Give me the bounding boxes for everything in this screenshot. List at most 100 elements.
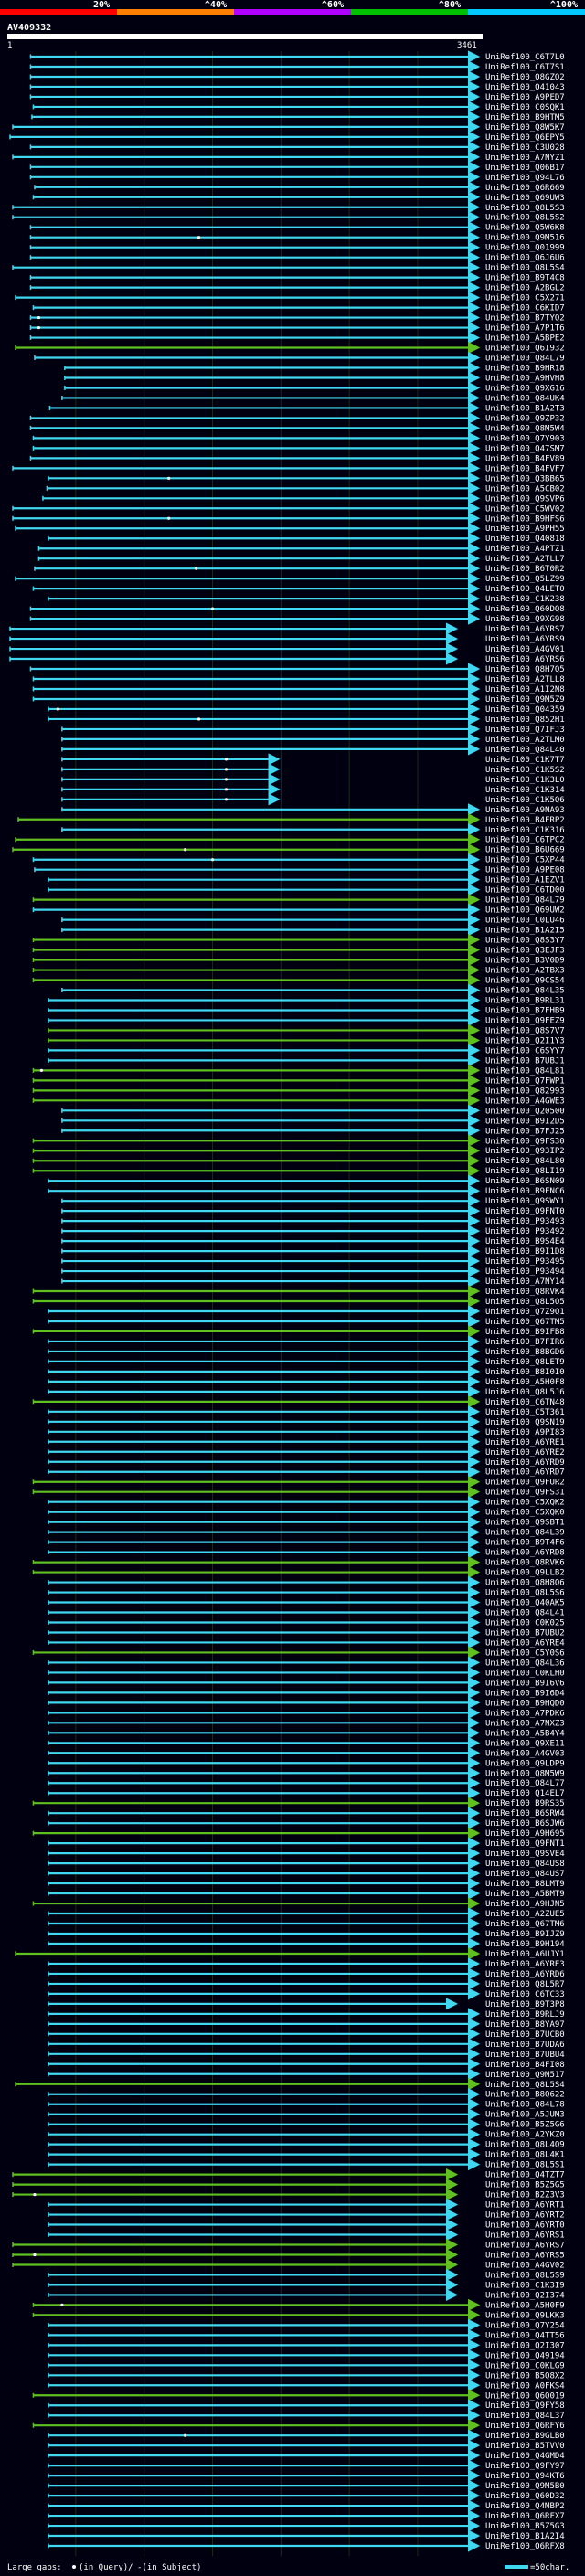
- hit-label: UniRef100_Q8S7V7: [485, 1026, 565, 1035]
- hit-row: UniRef100_B9I1D8: [61, 1245, 565, 1257]
- hit-row: UniRef100_C0KLH0: [48, 1666, 565, 1680]
- hit-row: UniRef100_Q84L81: [32, 1064, 565, 1076]
- gap-dot: [224, 758, 229, 761]
- hit-label: UniRef100_A2TLL7: [485, 555, 565, 564]
- hit-label: UniRef100_A9H695: [485, 1829, 565, 1839]
- hit-row: UniRef100_B7UBJ1: [48, 1054, 565, 1066]
- hit-label: UniRef100_B9IJZ9: [485, 1930, 565, 1939]
- hit-label: UniRef100_Q06B17: [485, 164, 565, 173]
- hit-row: UniRef100_Q8L5R7: [48, 1977, 565, 1990]
- hit-label: UniRef100_A5B4Y4: [485, 1729, 565, 1738]
- hit-label: UniRef100_Q852H1: [485, 716, 565, 725]
- hit-label: UniRef100_Q8L5S9: [485, 2271, 565, 2280]
- hit-label: UniRef100_A4GV03: [485, 1749, 565, 1758]
- hit-label: UniRef100_B9HR18: [485, 365, 565, 374]
- hit-label: UniRef100_Q9SVE4: [485, 1850, 565, 1859]
- hit-label: UniRef100_Q41043: [485, 83, 565, 92]
- hit-row: UniRef100_Q9FY97: [48, 2459, 565, 2472]
- scale-tick-label: ^60%: [322, 0, 344, 10]
- hit-label: UniRef100_A9NA93: [485, 806, 565, 815]
- hit-label: UniRef100_Q4LET0: [485, 585, 565, 594]
- hit-label: UniRef100_C5XQK2: [485, 1499, 565, 1508]
- hit-row: UniRef100_B7UBU2: [48, 1626, 565, 1639]
- hit-label: UniRef100_B7UCB0: [485, 2030, 565, 2040]
- hit-row: UniRef100_Q20500: [61, 1104, 565, 1117]
- hit-row: UniRef100_B8YA97: [48, 2018, 565, 2030]
- hit-label: UniRef100_C1K3I9: [485, 2281, 565, 2290]
- gap-dot: [60, 2303, 64, 2307]
- hit-row: UniRef100_Q84L36: [48, 1656, 565, 1670]
- hit-row: UniRef100_B3V0D9: [32, 953, 565, 967]
- hit-label: UniRef100_B8YA97: [485, 2020, 565, 2030]
- hit-row: UniRef100_B9T3P8: [48, 1998, 565, 2010]
- hit-row: UniRef100_B5Q8X2: [48, 2369, 565, 2381]
- hit-row: UniRef100_Q9XG98: [29, 612, 565, 625]
- hit-row: UniRef100_A1EZV1: [48, 874, 565, 886]
- hit-row: UniRef100_Q9LKK3: [32, 2308, 565, 2321]
- hit-label: UniRef100_C5Y0S6: [485, 1648, 565, 1658]
- hit-label: UniRef100_A6YRS6: [485, 655, 565, 664]
- hit-row: UniRef100_A6YRS5: [12, 2248, 565, 2262]
- hit-label: UniRef100_Q3BB65: [485, 474, 565, 483]
- hit-row: UniRef100_B9T4C8: [29, 271, 565, 284]
- hit-row: UniRef100_B1A2I4: [48, 2529, 565, 2542]
- hit-row: UniRef100_Q9M5B0: [48, 2479, 565, 2492]
- hit-label: UniRef100_Q20500: [485, 1107, 565, 1116]
- hit-row: UniRef100_Q9FNT1: [48, 1837, 565, 1850]
- hit-label: UniRef100_Q6I932: [485, 345, 565, 354]
- hit-label: UniRef100_Q14EL7: [485, 1789, 565, 1798]
- hit-label: UniRef100_B4FV89: [485, 454, 565, 463]
- gap-dot: [183, 2433, 187, 2437]
- hit-row: UniRef100_A2ZUE5: [48, 1907, 565, 1920]
- hit-label: UniRef100_B5Q8X2: [485, 2371, 565, 2380]
- hit-row: UniRef100_Q84L80: [32, 1154, 565, 1167]
- hit-label: UniRef100_Q47SM7: [485, 444, 565, 453]
- hit-label: UniRef100_Q84L40: [485, 746, 565, 755]
- scale-segment: [351, 9, 468, 15]
- hit-label: UniRef100_A2ZUE5: [485, 1910, 565, 1919]
- hit-row: UniRef100_Q40818: [48, 532, 565, 545]
- hit-label: UniRef100_A4GV01: [485, 645, 565, 654]
- hit-row: UniRef100_A6YRS7: [9, 622, 565, 635]
- hit-label: UniRef100_B9GLB0: [485, 2432, 565, 2441]
- hit-row: UniRef100_B9RLJ9: [48, 2008, 565, 2020]
- hit-row: UniRef100_Q9M517: [48, 2068, 565, 2081]
- hit-row: UniRef100_Q8L5S9: [48, 2268, 565, 2282]
- hit-row: UniRef100_C0SQK1: [32, 101, 565, 113]
- hit-label: UniRef100_A5JUM3: [485, 2111, 565, 2120]
- hit-label: UniRef100_C0K025: [485, 1618, 565, 1627]
- hit-label: UniRef100_B5Z5G6: [485, 2121, 565, 2130]
- hit-label: UniRef100_Q9XE11: [485, 1739, 565, 1748]
- hit-label: UniRef100_Q84L77: [485, 1779, 565, 1788]
- hit-row: UniRef100_Q84L41: [48, 1606, 565, 1619]
- hit-row: UniRef100_Q82993: [32, 1084, 565, 1097]
- hit-label: UniRef100_A6YRT2: [485, 2211, 565, 2221]
- hit-label: UniRef100_A4PTZ1: [485, 545, 565, 554]
- hit-row: UniRef100_A6YRE4: [48, 1636, 565, 1649]
- hit-label: UniRef100_Q4GMD4: [485, 2452, 565, 2461]
- hit-label: UniRef100_C1K5S2: [485, 766, 565, 775]
- hit-label: UniRef100_B7FJ25: [485, 1127, 565, 1136]
- hit-row: UniRef100_A9PED7: [29, 90, 565, 103]
- hit-row: UniRef100_A5H0F8: [48, 1375, 565, 1388]
- hit-row: UniRef100_Q8LI19: [32, 1164, 565, 1177]
- hit-label: UniRef100_Q9M517: [485, 2071, 565, 2080]
- hit-label: UniRef100_Q84L79: [485, 355, 565, 364]
- hit-row: UniRef100_Q94KT6: [48, 2469, 565, 2482]
- hit-label: UniRef100_B9T4C8: [485, 274, 565, 283]
- hit-label: UniRef100_Q6Q019: [485, 2391, 565, 2401]
- hit-label: UniRef100_B8LMT9: [485, 1880, 565, 1889]
- hit-row: UniRef100_Q01999: [29, 241, 565, 254]
- hit-row: UniRef100_C5XQK2: [48, 1496, 565, 1509]
- hit-row: UniRef100_Q8S7V7: [48, 1023, 565, 1037]
- hit-label: UniRef100_Q84US8: [485, 1860, 565, 1869]
- hit-row: UniRef100_C5XQK0: [48, 1506, 565, 1519]
- hit-row: UniRef100_B7FHB9: [48, 1003, 565, 1017]
- hit-row: UniRef100_B9I6V6: [48, 1676, 565, 1689]
- hit-label: UniRef100_B4FRP2: [485, 816, 565, 825]
- hit-label: UniRef100_Q5W6K8: [485, 224, 565, 233]
- hit-row: UniRef100_B8I0I0: [48, 1365, 565, 1378]
- hit-label: UniRef100_Q8W5K7: [485, 123, 565, 133]
- hit-label: UniRef100_Q84L36: [485, 1659, 565, 1668]
- hit-label: UniRef100_Q9ZP32: [485, 414, 565, 423]
